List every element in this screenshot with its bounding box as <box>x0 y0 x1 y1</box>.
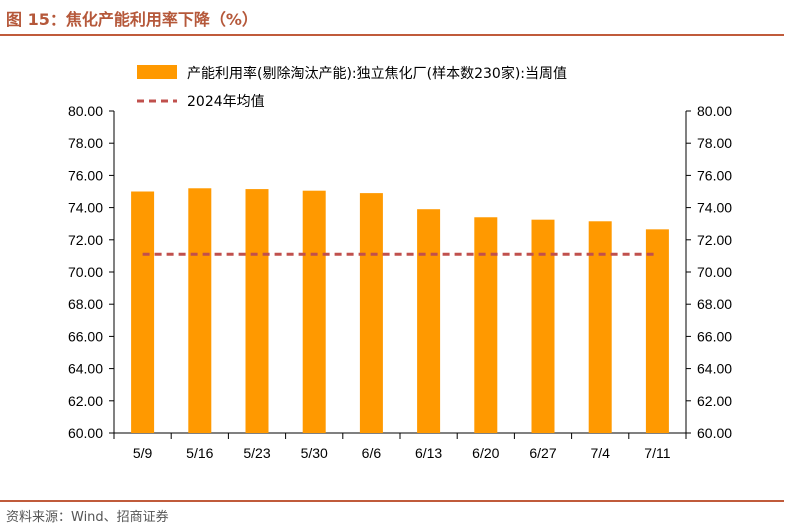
x-tick-label: 7/11 <box>644 445 670 461</box>
right-tick-label: 72.00 <box>697 232 732 248</box>
left-tick-label: 64.00 <box>68 361 103 377</box>
x-tick-label: 6/27 <box>529 445 556 461</box>
bottom-rule <box>0 500 784 502</box>
x-tick-label: 6/20 <box>472 445 499 461</box>
left-tick-label: 66.00 <box>68 328 103 344</box>
bar-chart: 产能利用率(剔除淘汰产能):独立焦化厂(样本数230家):当周值 2024年均值… <box>68 65 732 461</box>
x-tick-label: 6/13 <box>415 445 442 461</box>
legend-line-label: 2024年均值 <box>187 94 265 110</box>
left-tick-label: 78.00 <box>68 135 103 151</box>
legend-bar-swatch <box>137 65 177 79</box>
x-tick-label: 5/30 <box>301 445 328 461</box>
left-tick-label: 60.00 <box>68 425 103 441</box>
right-tick-label: 74.00 <box>697 200 732 216</box>
bar-6-20 <box>474 217 498 433</box>
bar-6-27 <box>531 219 555 433</box>
x-tick-label: 5/16 <box>186 445 213 461</box>
source-note: 资料来源：Wind、招商证券 <box>6 510 169 525</box>
bar-5-9 <box>131 191 155 433</box>
figure-title: 图 15：焦化产能利用率下降（%） <box>6 10 258 29</box>
bars <box>131 188 669 433</box>
left-tick-label: 68.00 <box>68 296 103 312</box>
bar-7-4 <box>588 221 612 433</box>
right-tick-label: 60.00 <box>697 425 732 441</box>
left-tick-label: 80.00 <box>68 103 103 119</box>
right-tick-label: 80.00 <box>697 103 732 119</box>
bar-7-11 <box>645 229 669 433</box>
x-tick-label: 6/6 <box>362 445 382 461</box>
left-tick-label: 62.00 <box>68 393 103 409</box>
bar-5-30 <box>302 190 326 433</box>
left-tick-label: 76.00 <box>68 167 103 183</box>
x-tick-label: 7/4 <box>590 445 610 461</box>
left-tick-label: 74.00 <box>68 200 103 216</box>
right-tick-label: 76.00 <box>697 167 732 183</box>
left-tick-label: 70.00 <box>68 264 103 280</box>
bar-6-6 <box>359 193 383 433</box>
bar-6-13 <box>417 209 441 433</box>
right-tick-label: 66.00 <box>697 328 732 344</box>
right-tick-label: 70.00 <box>697 264 732 280</box>
top-rule <box>0 34 784 36</box>
right-tick-label: 64.00 <box>697 361 732 377</box>
right-tick-label: 68.00 <box>697 296 732 312</box>
legend-bar-label: 产能利用率(剔除淘汰产能):独立焦化厂(样本数230家):当周值 <box>187 65 567 82</box>
x-tick-label: 5/23 <box>243 445 270 461</box>
left-tick-label: 72.00 <box>68 232 103 248</box>
bar-5-16 <box>188 188 212 433</box>
x-tick-labels: 5/9 5/16 5/23 5/30 6/6 6/13 6/20 6/27 7/4 7/11 <box>133 445 671 461</box>
bar-5-23 <box>245 189 269 433</box>
right-tick-label: 78.00 <box>697 135 732 151</box>
right-tick-label: 62.00 <box>697 393 732 409</box>
axes: 60.00 60.00 62.00 62.00 64.00 64.00 66.00 66.00… <box>68 103 732 441</box>
legend: 产能利用率(剔除淘汰产能):独立焦化厂(样本数230家):当周值 2024年均值 <box>137 65 567 110</box>
x-tick-label: 5/9 <box>133 445 153 461</box>
